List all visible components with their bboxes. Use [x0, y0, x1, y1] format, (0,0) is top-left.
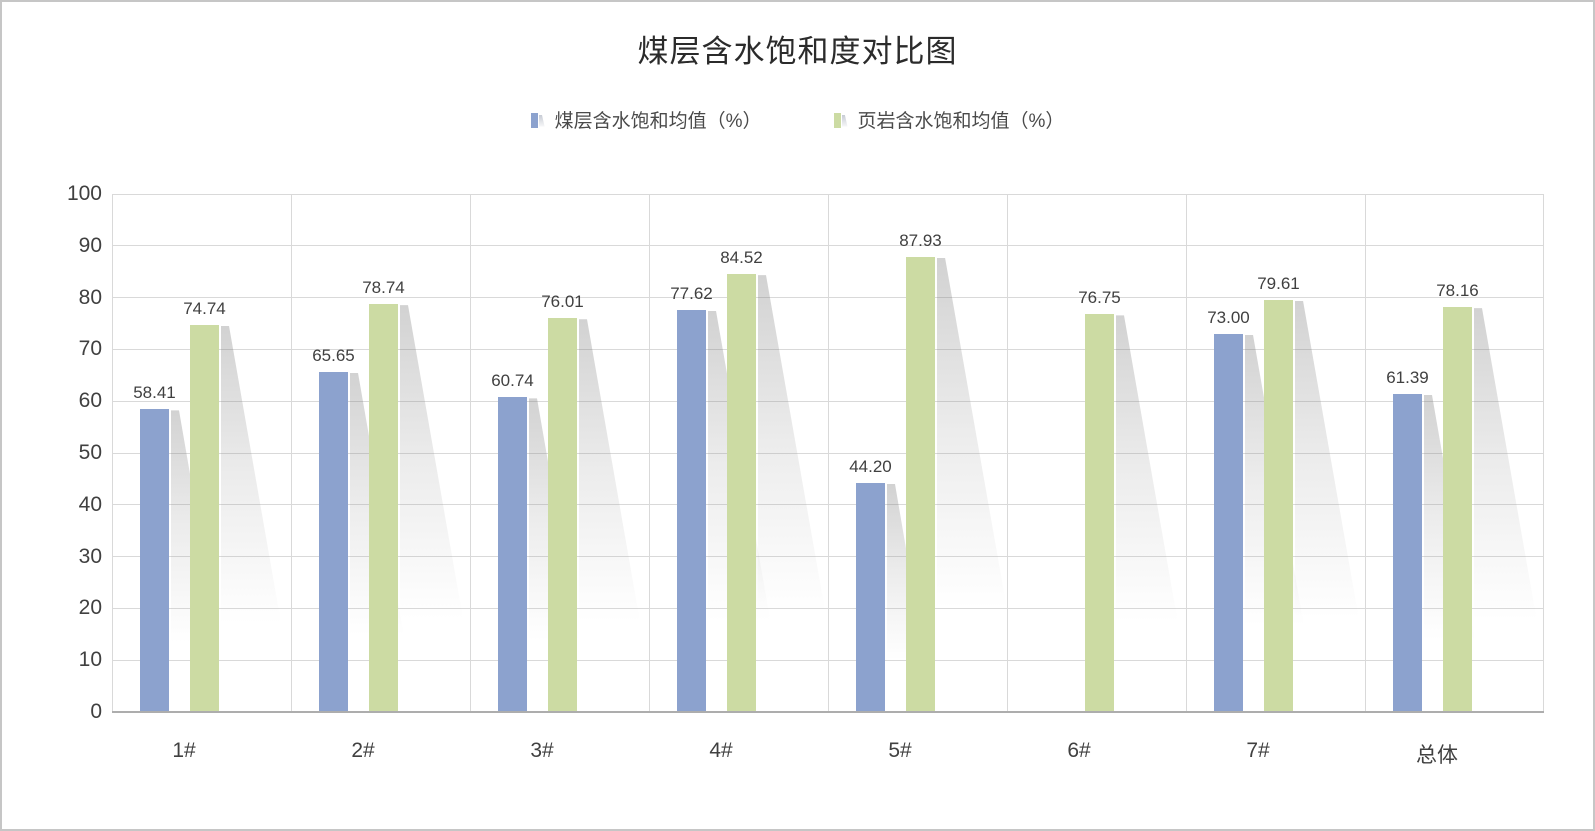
gridline-v [291, 194, 292, 712]
bar-shale [1443, 307, 1472, 712]
legend-label-shale: 页岩含水饱和均值（%） [857, 111, 1065, 132]
bar-shadow-icon [937, 257, 1007, 609]
value-label: 65.65 [312, 345, 355, 365]
bar-shale [190, 324, 219, 712]
legend-marker-shale-icon [833, 112, 848, 128]
y-tick-label: 80 [78, 285, 102, 309]
bar-shale [1264, 299, 1293, 712]
legend-marker-shadow [841, 114, 848, 127]
bar-coal [1393, 393, 1422, 712]
bar-coal [1214, 333, 1243, 712]
gridline-v [1186, 194, 1187, 712]
y-tick-label: 0 [90, 700, 102, 723]
category-label: 7# [1246, 739, 1270, 762]
legend: 煤层含水饱和均值（%） 页岩含水饱和均值（%） [2, 106, 1593, 133]
legend-marker-bar [530, 112, 538, 128]
bar-shale [369, 304, 398, 712]
bar-shadow-icon [400, 305, 464, 620]
x-axis-line [112, 711, 1544, 713]
category-label: 4# [709, 739, 733, 762]
category-label: 5# [888, 739, 912, 762]
gridline-v [1543, 194, 1544, 712]
gridline-v [1365, 194, 1366, 712]
category-label: 总体 [1416, 744, 1458, 767]
value-label: 79.61 [1257, 273, 1300, 293]
bar-shale [1085, 314, 1114, 712]
bar-shadow-icon [1116, 315, 1178, 622]
category-label: 2# [351, 739, 375, 762]
value-label: 78.74 [362, 278, 405, 298]
gridline-v [649, 194, 650, 712]
value-label: 60.74 [491, 371, 534, 391]
bar-shale [548, 318, 577, 712]
y-tick-label: 30 [78, 544, 102, 568]
category-label: 6# [1067, 739, 1091, 762]
chart-title: 煤层含水饱和度对比图 [637, 34, 958, 69]
gridline-v [828, 194, 829, 712]
value-label: 84.52 [720, 248, 763, 268]
value-label: 74.74 [183, 298, 226, 318]
value-label: 44.20 [849, 457, 892, 477]
legend-marker-bar [833, 112, 841, 128]
bar-shadow-icon [579, 319, 641, 623]
category-label: 1# [172, 739, 196, 762]
value-label: 76.01 [541, 292, 584, 312]
bar-coal [140, 409, 169, 712]
value-label: 61.39 [1386, 367, 1429, 387]
gridline-v [470, 194, 471, 712]
bar-shadow-icon [758, 275, 826, 613]
bar-coal [856, 483, 885, 712]
y-tick-label: 10 [78, 648, 102, 672]
y-tick-label: 40 [78, 492, 102, 516]
bar-shadow-icon [1474, 308, 1537, 620]
plot-area: 0 10 20 30 40 50 60 70 80 90 100 1# 2# 3# 4# 5# 6# 7# 总体 58… [67, 182, 1544, 767]
y-tick-label: 20 [78, 596, 102, 620]
bar-shale [906, 256, 935, 712]
gridline-v [1007, 194, 1008, 712]
value-label: 76.75 [1078, 288, 1121, 308]
bar-coal [677, 309, 706, 712]
value-label: 73.00 [1207, 307, 1250, 327]
legend-item-coal: 煤层含水饱和均值（%） [530, 106, 762, 133]
value-label: 58.41 [133, 383, 176, 403]
value-label: 78.16 [1436, 281, 1479, 301]
value-label: 77.62 [670, 283, 713, 303]
y-tick-label: 100 [66, 182, 102, 205]
legend-marker-shadow [538, 114, 545, 127]
gridline-v [112, 194, 113, 712]
bar-coal [319, 371, 348, 712]
y-tick-label: 70 [78, 337, 102, 361]
legend-item-shale: 页岩含水饱和均值（%） [833, 106, 1065, 133]
category-label: 3# [530, 739, 554, 762]
y-tick-label: 90 [78, 233, 102, 257]
y-tick-label: 60 [78, 389, 102, 413]
legend-label-coal: 煤层含水饱和均值（%） [554, 111, 762, 132]
value-label: 87.93 [899, 230, 942, 250]
legend-marker-coal-icon [530, 112, 545, 128]
y-tick-label: 50 [78, 441, 102, 464]
bar-shadow-icon [221, 325, 282, 624]
bar-coal [498, 397, 527, 712]
bar-shale [727, 274, 756, 712]
